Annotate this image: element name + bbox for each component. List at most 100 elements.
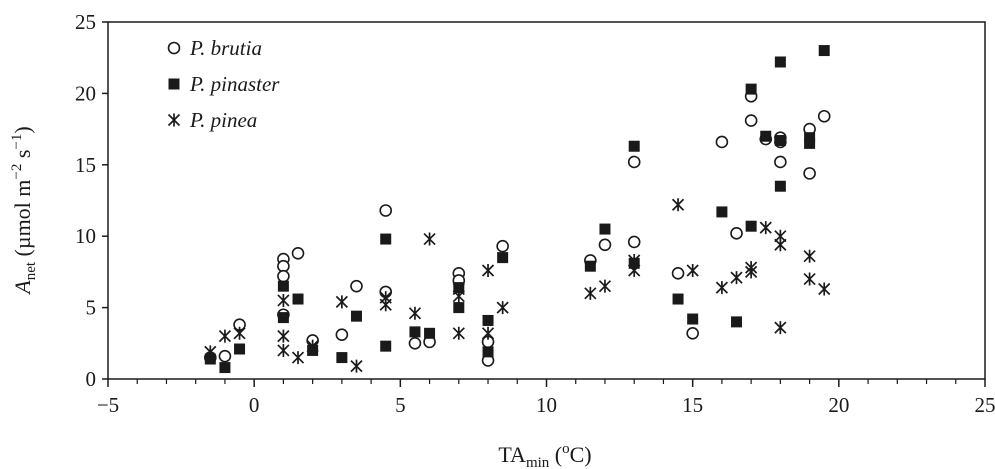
p-brutia-point (291, 247, 305, 260)
p-brutia-point (671, 267, 685, 280)
x-tick-label: 15 (682, 393, 703, 417)
p-pinea-point (379, 291, 392, 305)
p-pinaster-point (716, 206, 728, 218)
p-brutia-point (627, 155, 641, 169)
legend-label-p-pinaster: P. pinaster (189, 72, 280, 96)
p-pinaster-point (745, 220, 757, 232)
p-pinea-point (803, 249, 816, 263)
legend-marker-p-pinaster (168, 78, 180, 90)
p-pinea-point (584, 286, 597, 300)
p-pinaster-point (234, 343, 246, 355)
p-pinaster-point (687, 313, 699, 325)
legend-marker-p-brutia (167, 41, 181, 55)
p-brutia-point (744, 114, 758, 127)
legend-marker-p-pinea (167, 113, 181, 127)
p-pinea-point (335, 295, 348, 309)
p-brutia-point (379, 204, 393, 217)
p-pinaster-point (380, 340, 392, 352)
p-pinea-point (452, 289, 465, 303)
p-pinea-point (774, 238, 787, 252)
p-brutia-point (218, 349, 232, 363)
p-pinea-point (218, 329, 232, 343)
y-tick-label: 25 (75, 10, 96, 34)
p-pinaster-point (672, 293, 684, 305)
p-brutia-point (730, 227, 743, 240)
p-brutia-point (686, 327, 699, 340)
p-pinaster-point (818, 45, 830, 57)
p-brutia-point (335, 328, 349, 342)
p-pinaster-point (628, 140, 640, 152)
p-pinea-point (277, 329, 290, 343)
legend-label-p-brutia: P. brutia (189, 36, 262, 60)
p-pinaster-point (774, 135, 786, 147)
p-brutia-point (408, 336, 422, 350)
p-pinea-point (291, 351, 305, 365)
p-pinaster-point (277, 280, 289, 292)
p-pinea-point (277, 293, 290, 307)
p-pinea-point (803, 272, 816, 286)
x-axis-title: TAmin (oC) (498, 441, 591, 469)
x-tick-label: 20 (828, 393, 849, 417)
legend-label-p-pinea: P. pinea (189, 108, 257, 132)
p-pinaster-point (219, 362, 231, 374)
p-pinea-point (774, 321, 787, 335)
p-brutia-point (774, 155, 787, 169)
x-tick-label: 10 (536, 393, 557, 417)
p-pinea-point (730, 271, 743, 285)
p-pinaster-point (482, 314, 494, 326)
p-brutia-point (627, 235, 641, 249)
p-pinaster-point (760, 130, 772, 142)
p-pinaster-point (204, 353, 216, 365)
p-pinaster-point (292, 293, 304, 305)
p-pinea-point (204, 345, 217, 359)
p-brutia-point (803, 167, 816, 180)
p-pinaster-point (804, 137, 816, 149)
p-pinea-point (715, 281, 729, 295)
p-pinaster-point (774, 56, 786, 68)
p-pinea-point (277, 343, 290, 357)
p-pinaster-point (599, 223, 611, 235)
x-tick-label: 25 (975, 393, 995, 417)
p-pinaster-point (453, 302, 465, 314)
p-pinea-point (233, 326, 246, 340)
p-brutia-point (715, 135, 729, 149)
p-brutia-point (496, 239, 509, 253)
p-pinaster-point (497, 252, 509, 264)
p-pinaster-point (745, 83, 757, 95)
p-pinea-point (759, 221, 772, 235)
p-pinea-point (686, 263, 699, 277)
p-pinaster-point (482, 346, 494, 358)
p-pinea-point (818, 282, 831, 296)
p-pinea-point (481, 263, 495, 277)
x-tick-label: −5 (97, 393, 119, 417)
p-pinea-point (306, 339, 319, 353)
y-tick-label: 15 (75, 153, 96, 177)
p-pinea-point (628, 263, 641, 277)
p-pinaster-point (409, 326, 421, 338)
x-tick-label: 5 (395, 393, 406, 417)
p-pinaster-point (380, 233, 392, 245)
p-brutia-point (277, 269, 290, 283)
p-pinea-point (745, 265, 758, 279)
p-pinaster-point (774, 180, 786, 192)
p-pinaster-point (424, 327, 436, 339)
p-pinea-point (423, 232, 436, 246)
y-tick-label: 5 (86, 296, 97, 320)
p-brutia-point (598, 238, 612, 252)
x-tick-label: 0 (249, 393, 260, 417)
p-pinaster-point (584, 260, 596, 272)
p-pinaster-point (277, 312, 289, 324)
p-pinea-point (408, 306, 422, 320)
p-pinaster-point (731, 316, 743, 328)
y-tick-label: 10 (75, 224, 96, 248)
p-pinaster-point (804, 132, 816, 144)
p-brutia-point (350, 279, 363, 293)
p-pinaster-point (336, 352, 348, 364)
p-pinea-point (452, 326, 465, 340)
p-pinea-point (671, 198, 685, 212)
y-axis-title: Anet (µmol m−2 s−1) (9, 126, 39, 295)
p-pinea-point (598, 279, 612, 293)
p-pinea-point (481, 326, 495, 340)
y-tick-label: 20 (75, 81, 96, 105)
